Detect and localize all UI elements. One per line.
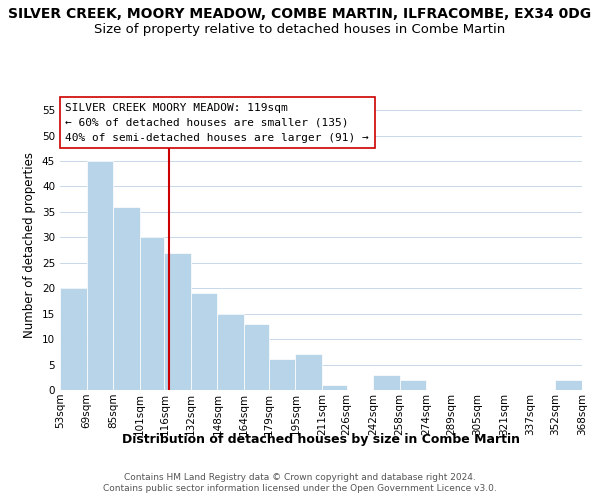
Bar [556,380,582,390]
Bar [295,354,322,390]
Bar [244,324,269,390]
Bar [164,252,191,390]
Y-axis label: Number of detached properties: Number of detached properties [23,152,37,338]
Text: Contains public sector information licensed under the Open Government Licence v3: Contains public sector information licen… [103,484,497,493]
Text: Distribution of detached houses by size in Combe Martin: Distribution of detached houses by size … [122,432,520,446]
Bar [113,207,140,390]
Bar [191,294,217,390]
Bar [140,238,164,390]
Text: Contains HM Land Registry data © Crown copyright and database right 2024.: Contains HM Land Registry data © Crown c… [124,472,476,482]
Bar [86,161,113,390]
Bar [373,374,400,390]
Bar [269,360,295,390]
Text: Size of property relative to detached houses in Combe Martin: Size of property relative to detached ho… [94,22,506,36]
Text: SILVER CREEK MOORY MEADOW: 119sqm
← 60% of detached houses are smaller (135)
40%: SILVER CREEK MOORY MEADOW: 119sqm ← 60% … [65,103,369,142]
Bar [322,385,347,390]
Bar [60,288,86,390]
Text: SILVER CREEK, MOORY MEADOW, COMBE MARTIN, ILFRACOMBE, EX34 0DG: SILVER CREEK, MOORY MEADOW, COMBE MARTIN… [8,8,592,22]
Bar [400,380,426,390]
Bar [217,314,244,390]
